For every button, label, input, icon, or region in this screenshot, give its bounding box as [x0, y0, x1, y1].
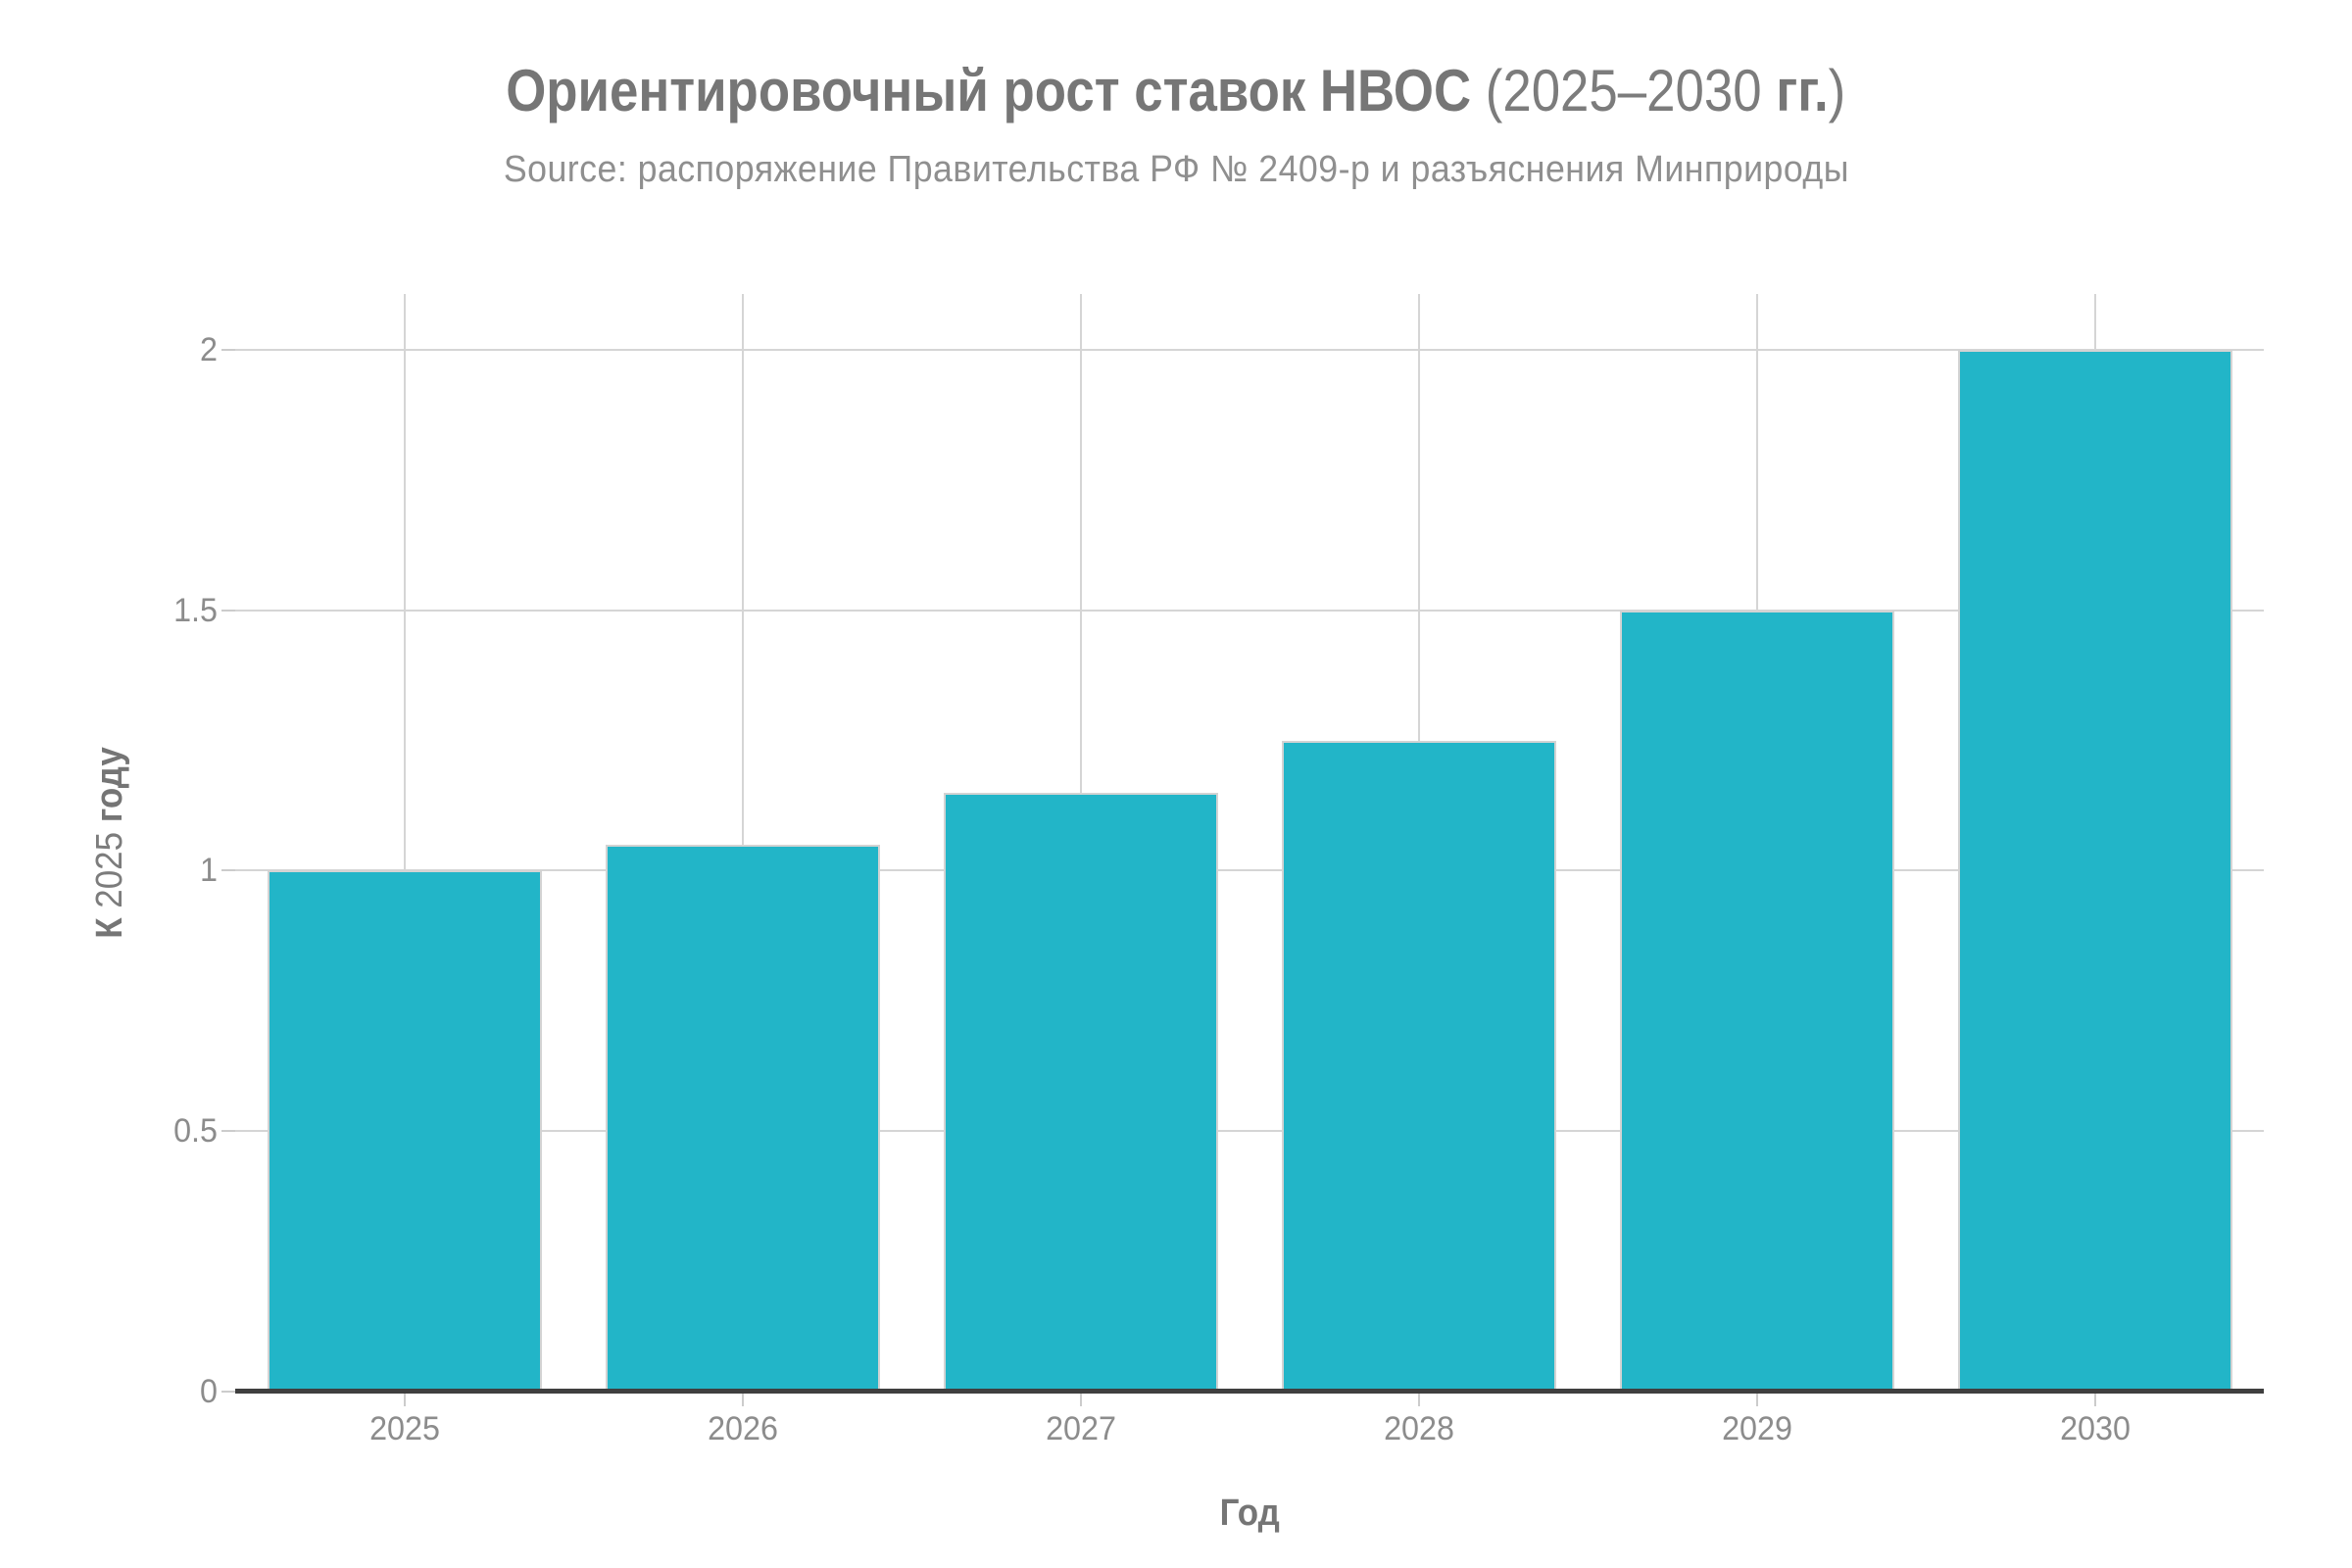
y-gridline — [235, 869, 2264, 872]
chart-subtitle-text: Source: распоряжение Правительства РФ № … — [503, 149, 1849, 190]
x-tick-mark — [403, 1394, 406, 1406]
x-axis-line — [235, 1389, 2264, 1394]
chart-title-text: Ориентировочный рост ставок НВОС (2025–2… — [506, 57, 1845, 125]
text-part-bold: году — [89, 747, 130, 823]
x-tick-label: 2027 — [1045, 1410, 1116, 1447]
text-part-bold: Ориентировочный рост ставок НВОС — [506, 58, 1472, 123]
vertical-gridline — [403, 294, 406, 1392]
x-axis-title-text: Год — [1219, 1493, 1280, 1534]
x-tick-mark — [2093, 1394, 2096, 1406]
text-part-regular: 2025 — [89, 822, 130, 918]
x-tick-label: 2026 — [707, 1410, 778, 1447]
x-tick-mark — [1417, 1394, 1420, 1406]
bar — [605, 844, 880, 1392]
chart-title: Ориентировочный рост ставок НВОС (2025–2… — [0, 57, 2352, 125]
bar — [943, 792, 1218, 1392]
vertical-gridline — [741, 294, 744, 1392]
y-tick-mark — [221, 1391, 235, 1393]
bar — [1957, 349, 2232, 1392]
y-tick-mark — [221, 609, 235, 612]
y-axis-title: К 2025 году — [88, 747, 131, 939]
x-tick-mark — [1755, 1394, 1758, 1406]
x-tick-label: 2025 — [368, 1410, 440, 1447]
y-tick-label: 1 — [200, 852, 218, 890]
text-part-bold: гг. — [1776, 58, 1829, 123]
x-tick-label: 2028 — [1383, 1410, 1454, 1447]
y-tick-mark — [221, 869, 235, 872]
text-part-regular: ) — [1828, 58, 1846, 123]
x-tick-mark — [1079, 1394, 1082, 1406]
y-tick-mark — [221, 348, 235, 351]
y-tick-label: 0.5 — [173, 1112, 218, 1151]
y-gridline — [235, 1130, 2264, 1133]
chart-subtitle: Source: распоряжение Правительства РФ № … — [0, 149, 2352, 190]
bar — [1619, 610, 1894, 1392]
y-tick-label: 0 — [200, 1373, 218, 1410]
y-gridline — [235, 609, 2264, 612]
text-part-regular: (2025–2030 — [1471, 58, 1777, 123]
x-axis-title: Год — [0, 1492, 2352, 1535]
x-tick-mark — [741, 1394, 744, 1406]
text-part-bold: К — [89, 917, 130, 939]
y-tick-mark — [221, 1130, 235, 1133]
y-gridline — [235, 348, 2264, 351]
y-tick-label: 2 — [200, 330, 218, 368]
y-tick-label: 1.5 — [173, 591, 218, 629]
bar — [267, 870, 542, 1392]
y-axis-title-text: К 2025 году — [89, 747, 130, 939]
x-tick-label: 2029 — [1721, 1410, 1792, 1447]
bar — [1281, 740, 1556, 1392]
x-tick-label: 2030 — [2059, 1410, 2131, 1447]
